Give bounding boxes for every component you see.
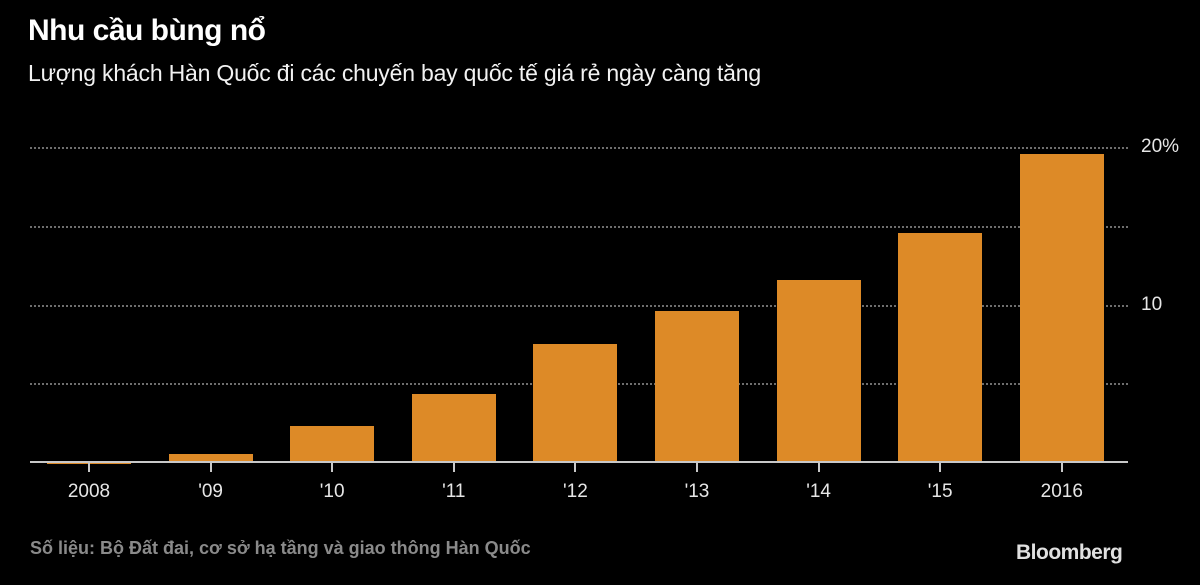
x-tick [574, 463, 577, 472]
bloomberg-logo: Bloomberg [1016, 541, 1123, 564]
source-note: Số liệu: Bộ Đất đai, cơ sở hạ tầng và gi… [30, 538, 531, 558]
x-tick-label: '09 [198, 481, 223, 502]
y-tick-label-20: 20% [1141, 136, 1180, 157]
x-tick [817, 463, 820, 472]
bar [655, 311, 739, 462]
bar [1019, 154, 1104, 462]
x-tick-label: '12 [563, 481, 588, 502]
bar [776, 279, 861, 462]
x-tick-label: '15 [927, 481, 953, 502]
x-tick [331, 463, 334, 472]
gridline-20 [30, 147, 1128, 149]
x-tick-label: 2008 [67, 481, 111, 502]
x-tick [452, 463, 455, 472]
x-tick [939, 463, 942, 472]
x-tick-label: 2016 [1040, 481, 1083, 502]
x-axis-line [30, 461, 1128, 463]
x-tick [209, 463, 212, 472]
bar [168, 454, 253, 462]
bar [898, 232, 983, 462]
y-tick-label-10: 10 [1141, 294, 1163, 315]
x-tick-label: '11 [442, 481, 466, 502]
x-tick-label: '14 [806, 481, 831, 502]
bar [290, 425, 375, 462]
gridline-15 [30, 226, 1128, 228]
bar [533, 344, 618, 462]
x-tick-label: '13 [684, 481, 710, 502]
bar [411, 394, 496, 462]
x-tick [88, 463, 90, 472]
x-tick [1060, 463, 1063, 472]
x-tick-label: '10 [319, 481, 345, 502]
x-tick [696, 463, 698, 472]
gridline-10 [30, 305, 1128, 307]
chart-subtitle: Lượng khách Hàn Quốc đi các chuyến bay q… [28, 60, 761, 86]
chart-title: Nhu cầu bùng nổ [28, 14, 266, 47]
